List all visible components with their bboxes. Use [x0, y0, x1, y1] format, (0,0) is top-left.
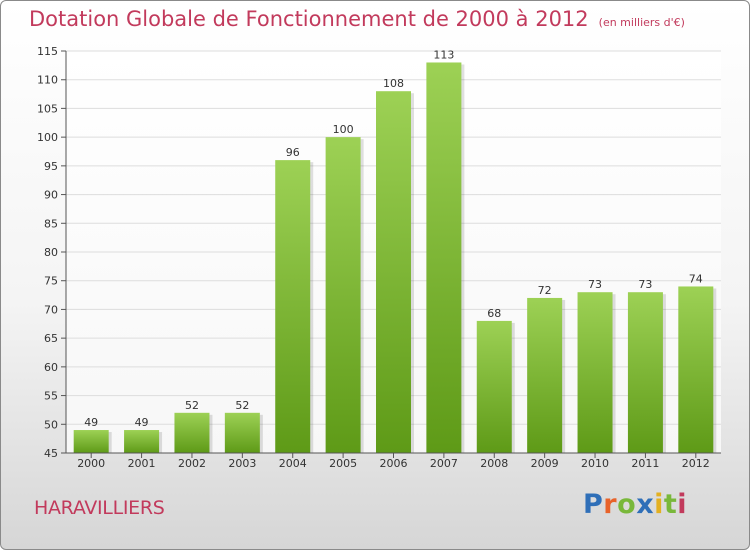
y-tick-label: 60	[44, 361, 58, 374]
y-tick-label: 85	[44, 217, 58, 230]
bar	[325, 137, 361, 453]
logo-letter: x	[636, 489, 655, 520]
x-tick-label: 2008	[480, 457, 508, 470]
data-label: 100	[333, 123, 354, 136]
bar	[224, 412, 260, 453]
data-label: 52	[185, 399, 199, 412]
logo-letter: r	[603, 489, 618, 520]
y-tick-label: 80	[44, 246, 58, 259]
x-tick-label: 2004	[279, 457, 307, 470]
title-text: Dotation Globale de Fonctionnement de 20…	[29, 7, 589, 31]
x-axis: 2000 2001 2002 2003 2004 2005 2006 2007 2008 2009…	[66, 452, 721, 470]
y-tick-label: 95	[44, 160, 58, 173]
bar	[678, 286, 714, 453]
y-axis: 45 50 55 60 65 70 75 80 85 90 95 100 105 110 115	[37, 45, 67, 460]
units-label: (en milliers d'€)	[598, 16, 685, 29]
data-label: 49	[84, 416, 98, 429]
bar	[376, 91, 411, 453]
bar	[476, 320, 512, 453]
data-label: 52	[235, 399, 249, 412]
bar	[124, 430, 160, 453]
bar	[527, 297, 563, 453]
logo-letter: o	[617, 489, 637, 520]
y-tick-label: 55	[44, 390, 58, 403]
x-tick-label: 2006	[380, 457, 408, 470]
data-label: 68	[487, 307, 501, 320]
logo-letter: P	[583, 489, 604, 520]
y-tick-label: 90	[44, 189, 58, 202]
logo-letter: t	[663, 489, 678, 520]
y-tick-label: 50	[44, 418, 58, 431]
bar	[73, 430, 109, 453]
x-tick-label: 2011	[631, 457, 659, 470]
data-label: 96	[286, 146, 300, 159]
x-tick-label: 2000	[77, 457, 105, 470]
bar	[275, 160, 311, 453]
bar	[174, 412, 210, 453]
data-label: 113	[433, 48, 454, 61]
y-tick-label: 65	[44, 332, 58, 345]
x-tick-label: 2007	[430, 457, 458, 470]
x-tick-label: 2002	[178, 457, 206, 470]
chart-title: Dotation Globale de Fonctionnement de 20…	[29, 7, 685, 31]
logo-letter: i	[654, 489, 664, 520]
bar	[577, 292, 613, 453]
y-tick-label: 100	[37, 131, 58, 144]
data-label: 73	[588, 278, 602, 291]
x-tick-label: 2012	[682, 457, 710, 470]
x-tick-label: 2005	[329, 457, 357, 470]
y-tick-label: 105	[37, 102, 58, 115]
commune-name: HARAVILLIERS	[34, 497, 165, 519]
x-tick-label: 2009	[531, 457, 559, 470]
x-tick-label: 2001	[128, 457, 156, 470]
bar	[426, 62, 462, 453]
data-label: 72	[538, 284, 552, 297]
data-label: 108	[383, 77, 404, 90]
data-label: 49	[135, 416, 149, 429]
bar	[627, 292, 663, 453]
y-tick-label: 115	[37, 45, 58, 58]
data-label: 73	[638, 278, 652, 291]
logo-letter: i	[677, 489, 688, 520]
y-tick-label: 45	[44, 447, 58, 460]
y-tick-label: 75	[44, 275, 58, 288]
y-tick-label: 70	[44, 303, 58, 316]
proxiti-logo[interactable]: Proxiti	[583, 489, 687, 520]
x-tick-label: 2010	[581, 457, 609, 470]
y-tick-label: 110	[37, 74, 58, 87]
bars: 49 49 52 52 96 100 108 113 68 72 73 73 74	[73, 48, 717, 453]
data-label: 74	[689, 272, 703, 285]
x-tick-label: 2003	[228, 457, 256, 470]
